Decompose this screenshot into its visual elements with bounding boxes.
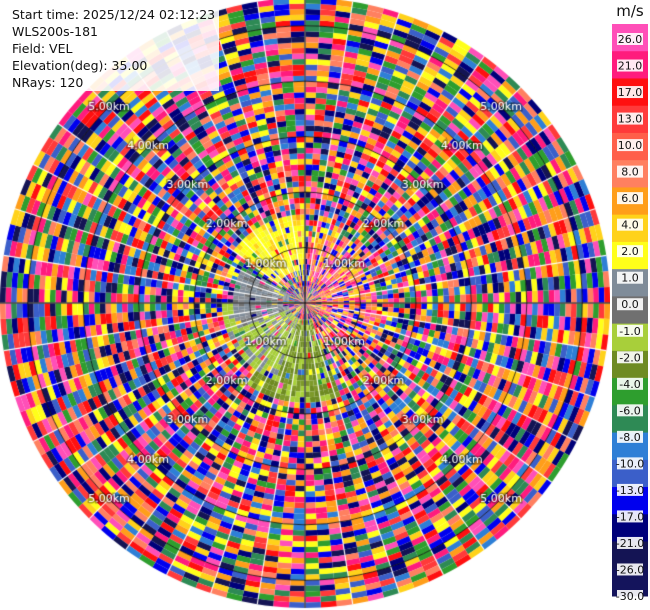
colorbar-tick-label: 13.0 xyxy=(618,113,643,126)
ppi-polar-plot xyxy=(0,0,610,610)
colorbar-tick-bg xyxy=(617,245,643,258)
colorbar-tick-label: 10.0 xyxy=(618,139,643,152)
field-label: Field: VEL xyxy=(12,41,73,56)
colorbar-tick-label: -17.0 xyxy=(616,510,644,523)
colorbar-tick-label: -8.0 xyxy=(619,431,640,444)
colorbar-tick-bg xyxy=(617,298,643,311)
scan-info-box: Start time: 2025/12/24 02:12:23 WLS200s-… xyxy=(12,6,220,91)
colorbar-tick-label: -6.0 xyxy=(619,404,640,417)
colorbar-tick-bg xyxy=(617,457,643,470)
colorbar-tick-bg xyxy=(617,139,643,152)
colorbar-tick-bg xyxy=(617,483,643,496)
colorbar-tick-label: -2.0 xyxy=(619,351,640,364)
colorbar-tick-label: -26.0 xyxy=(616,563,644,576)
colorbar-tick-label: 21.0 xyxy=(618,60,643,73)
colorbar-tick-label: 4.0 xyxy=(621,219,639,232)
colorbar-tick-label: 6.0 xyxy=(621,192,639,205)
instrument-label: WLS200s-181 xyxy=(12,24,98,39)
colorbar-tick-label: 0.0 xyxy=(621,298,639,311)
colorbar-tick-bg xyxy=(617,404,643,417)
colorbar: m/s 26.0 21.0 17.0 13.0 10.0 8.0 6.0 4.0 2.0 1.0 0.… xyxy=(612,2,648,603)
colorbar-tick-bg xyxy=(617,590,643,602)
colorbar-tick-label: -13.0 xyxy=(616,484,644,497)
colorbar-tick-label: -1.0 xyxy=(619,325,640,338)
elevation-label: Elevation(deg): 35.00 xyxy=(12,58,148,73)
colorbar-tick-bg xyxy=(617,377,643,390)
colorbar-tick-label: 1.0 xyxy=(621,272,639,285)
colorbar-unit: m/s xyxy=(616,2,644,20)
colorbar-tick-bg xyxy=(617,112,643,125)
colorbar-tick-bg xyxy=(617,324,643,337)
colorbar-tick-bg xyxy=(617,165,643,178)
colorbar-tick-bg xyxy=(617,271,643,284)
colorbar-tick-label: 8.0 xyxy=(621,166,639,179)
colorbar-tick-label: 2.0 xyxy=(621,245,639,258)
colorbar-tick-bg xyxy=(617,510,643,523)
colorbar-tick-label: -21.0 xyxy=(616,537,644,550)
colorbar-tick-bg xyxy=(617,33,643,45)
colorbar-tick-bg xyxy=(617,59,643,72)
colorbar-tick-label: -4.0 xyxy=(619,378,640,391)
colorbar-tick-bg xyxy=(617,192,643,205)
colorbar-tick-bg xyxy=(617,218,643,231)
colorbar-tick-label: 17.0 xyxy=(618,86,643,99)
colorbar-tick-label: -30.0 xyxy=(616,590,644,603)
start-time-label: Start time: 2025/12/24 02:12:23 xyxy=(12,7,216,22)
colorbar-tick-bg xyxy=(617,536,643,549)
colorbar-tick-bg xyxy=(617,351,643,364)
colorbar-tick-label: 26.0 xyxy=(618,33,643,46)
colorbar-tick-bg xyxy=(617,563,643,576)
colorbar-tick-label: -10.0 xyxy=(616,457,644,470)
colorbar-tick-bg xyxy=(617,430,643,443)
colorbar-tick-bg xyxy=(617,86,643,99)
nrays-label: NRays: 120 xyxy=(12,75,84,90)
